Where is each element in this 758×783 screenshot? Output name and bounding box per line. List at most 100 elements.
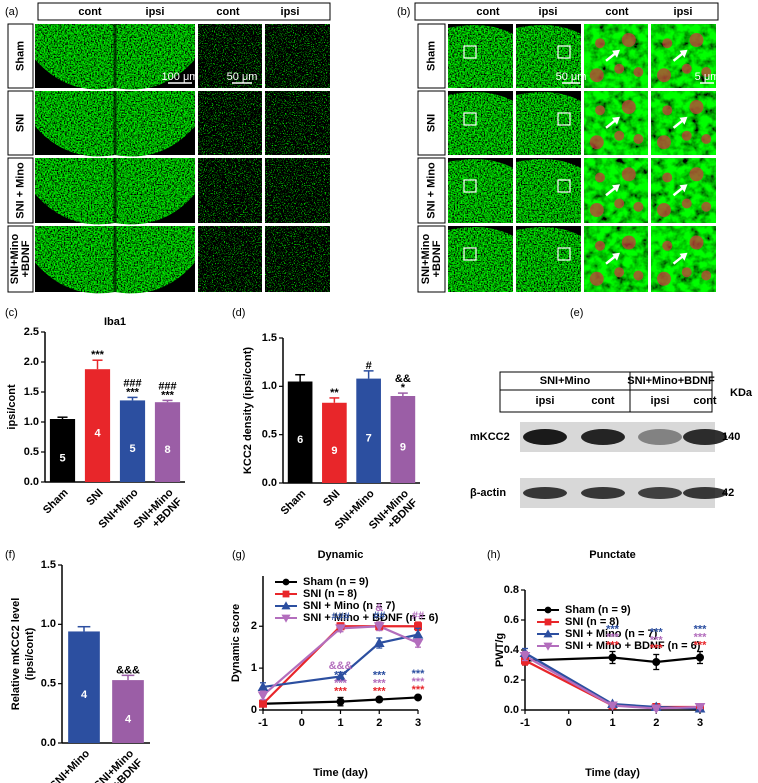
arrow <box>672 51 685 62</box>
marker <box>282 590 290 598</box>
significance: & <box>375 602 383 614</box>
y-axis-label: (ipsi/cont) <box>24 627 36 680</box>
band <box>581 487 625 499</box>
bar <box>49 419 76 482</box>
roi-square <box>557 45 571 59</box>
marker <box>259 699 267 708</box>
bar <box>68 631 100 743</box>
row-label-box <box>417 90 446 156</box>
n-label: 5 <box>129 443 135 455</box>
panel-label: (b) <box>397 6 410 18</box>
cell <box>621 100 636 114</box>
x-tick-label: SNI+Mino <box>48 747 92 783</box>
n-label: 4 <box>94 428 101 440</box>
significance: *** <box>606 639 620 651</box>
arrow <box>605 51 617 62</box>
marker <box>282 578 290 586</box>
marker <box>281 601 291 610</box>
x-axis-label: Time (day) <box>585 767 640 779</box>
x-tick-label: -1 <box>258 717 268 729</box>
cell <box>595 38 605 49</box>
cell <box>621 167 636 182</box>
band <box>683 429 727 445</box>
tissue <box>448 227 513 292</box>
legend-label: SNI + Mino (n = 7) <box>565 628 658 640</box>
cell <box>657 135 671 150</box>
marker <box>696 653 704 662</box>
scale-bar-label: 50 μm <box>556 71 587 83</box>
y-tick-label: 0.0 <box>504 704 519 716</box>
series-line <box>524 655 701 710</box>
cell <box>621 235 636 250</box>
cell <box>589 68 604 83</box>
bar <box>356 378 381 483</box>
blot-header <box>499 371 713 413</box>
cell <box>662 105 673 116</box>
cell <box>589 203 604 217</box>
column-header: cont <box>476 6 500 18</box>
arrow <box>605 118 617 129</box>
scale-bar-label: 5 μm <box>695 71 720 83</box>
significance: *** <box>412 668 426 680</box>
marker <box>652 658 661 666</box>
row-label-box <box>7 157 34 224</box>
x-tick-label: 3 <box>697 717 703 729</box>
y-tick-label: 0 <box>251 704 257 716</box>
bar <box>322 402 347 483</box>
tissue <box>448 159 513 223</box>
arrow-head <box>612 252 620 261</box>
y-tick-label: 2 <box>251 620 257 632</box>
n-label: 4 <box>125 713 132 725</box>
roi-square <box>557 112 571 126</box>
bar <box>390 396 416 483</box>
x-tick-label: Sham <box>279 488 309 518</box>
significance: *** <box>650 634 664 646</box>
significance: *** <box>91 349 105 361</box>
arrow <box>672 254 685 265</box>
bar <box>84 369 111 482</box>
marker <box>373 637 385 647</box>
cell <box>681 267 692 278</box>
x-tick-label: 2 <box>653 717 659 729</box>
scale-bar-label: 100 μm <box>162 71 199 83</box>
chart-title: Punctate <box>589 549 635 561</box>
tissue <box>265 226 330 292</box>
marker <box>543 642 553 651</box>
significance: *** <box>694 623 708 635</box>
tissue <box>516 92 581 155</box>
panel-label: (a) <box>5 6 18 18</box>
column-header: ipsi <box>281 6 300 18</box>
n-label: 9 <box>400 441 406 453</box>
significance: *** <box>606 631 620 643</box>
significance: *** <box>334 669 348 681</box>
y-tick-label: 1.0 <box>41 618 56 630</box>
column-header: ipsi <box>146 6 165 18</box>
column-header: cont <box>216 6 240 18</box>
cell <box>621 33 636 47</box>
row-label: SNI + Mino <box>14 162 26 219</box>
bar <box>119 400 146 482</box>
unit-label: KDa <box>730 387 753 399</box>
band <box>523 429 567 445</box>
marker <box>544 618 552 626</box>
tissue <box>265 24 330 88</box>
significance: *** <box>694 639 708 651</box>
y-tick-label: 1.5 <box>262 332 277 344</box>
group-label: SNI+Mino+BDNF <box>627 375 715 387</box>
x-tick-label: 1 <box>337 717 343 729</box>
row-label-box <box>7 23 34 89</box>
chart-title: Iba1 <box>104 316 126 328</box>
panel-label: (c) <box>5 307 18 319</box>
cell <box>633 67 644 77</box>
tissue <box>198 91 262 155</box>
marker <box>373 622 385 632</box>
tissue <box>516 227 581 292</box>
row-label: SNI+Mino <box>420 234 432 285</box>
significance: *** <box>650 642 664 654</box>
tissue <box>198 158 262 223</box>
cell <box>595 105 605 116</box>
x-tick-label: -1 <box>520 717 530 729</box>
n-label: 8 <box>164 444 170 456</box>
lane-label: cont <box>591 395 615 407</box>
